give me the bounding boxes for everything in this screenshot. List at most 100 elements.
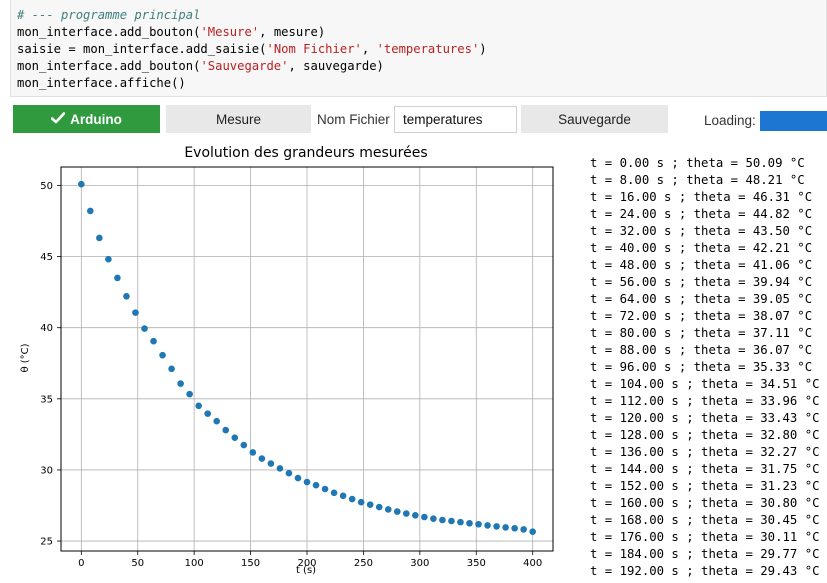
- data-point: [312, 481, 320, 489]
- log-line: t = 16.00 s ; theta = 46.31 °C: [590, 190, 813, 204]
- data-point: [375, 503, 383, 511]
- data-point: [78, 180, 85, 188]
- data-point: [168, 365, 175, 373]
- data-point: [412, 512, 419, 519]
- log-line: t = 120.00 s ; theta = 33.43 °C: [590, 411, 820, 425]
- loading-progress-fill: [760, 111, 827, 131]
- data-point: [439, 516, 446, 524]
- log-line: t = 40.00 s ; theta = 42.21 °C: [590, 241, 813, 255]
- code-token: mon_interface.add_bouton(: [17, 25, 201, 39]
- code-token: saisie = mon_interface.add_saisie(: [17, 42, 267, 56]
- code-token: # --- programme principal: [17, 8, 201, 22]
- data-point: [303, 478, 311, 486]
- code-token: 'Sauvegarde': [200, 59, 289, 73]
- code-line: mon_interface.affiche(): [17, 75, 826, 92]
- log-line: t = 8.00 s ; theta = 48.21 °C: [590, 173, 805, 187]
- code-token: , sauvegarde): [288, 59, 384, 73]
- chart: Evolution des grandeurs mesurées t (s) θ…: [10, 142, 570, 582]
- data-point: [186, 390, 193, 398]
- code-line: saisie = mon_interface.add_saisie('Nom F…: [17, 41, 826, 58]
- data-point: [114, 274, 121, 282]
- log-line: t = 136.00 s ; theta = 32.27 °C: [590, 445, 820, 459]
- data-point: [511, 524, 518, 532]
- log-line: t = 96.00 s ; theta = 35.33 °C: [590, 360, 813, 374]
- data-point: [475, 520, 482, 528]
- log-line: t = 128.00 s ; theta = 32.80 °C: [590, 428, 820, 442]
- x-tick-label: 50: [131, 558, 144, 569]
- log-line: t = 0.00 s ; theta = 50.09 °C: [590, 156, 805, 170]
- log-line: t = 144.00 s ; theta = 31.75 °C: [590, 462, 820, 476]
- y-tick-label: 25: [40, 537, 53, 548]
- data-point: [294, 474, 302, 482]
- log-line: t = 176.00 s ; theta = 30.11 °C: [590, 530, 820, 544]
- code-token: 'Nom Fichier': [266, 42, 362, 56]
- code-token: mon_interface.add_bouton(: [17, 59, 201, 73]
- data-point: [321, 485, 329, 493]
- data-point: [150, 337, 157, 345]
- save-button-label: Sauvegarde: [558, 111, 631, 127]
- data-point: [421, 513, 428, 521]
- data-point: [285, 469, 293, 477]
- loading-label: Loading:: [704, 113, 756, 128]
- mesure-button-label: Mesure: [215, 111, 261, 127]
- data-point: [96, 234, 103, 242]
- data-point: [177, 380, 184, 387]
- code-line: mon_interface.add_bouton('Sauvegarde', s…: [17, 58, 826, 75]
- arduino-button[interactable]: Arduino: [13, 105, 160, 133]
- log-line: t = 104.00 s ; theta = 34.51 °C: [590, 377, 820, 391]
- log-line: t = 168.00 s ; theta = 30.45 °C: [590, 513, 820, 527]
- code-token: 'Mesure': [200, 25, 260, 39]
- log-line: t = 48.00 s ; theta = 41.06 °C: [590, 258, 813, 272]
- y-tick-label: 30: [40, 465, 53, 476]
- log-line: t = 184.00 s ; theta = 29.77 °C: [590, 547, 820, 561]
- code-line: # --- programme principal: [17, 7, 826, 24]
- data-point: [493, 523, 500, 530]
- x-tick-label: 150: [241, 558, 260, 569]
- arduino-button-label: Arduino: [70, 111, 122, 127]
- plot-frame: [60, 166, 554, 552]
- x-tick-label: 300: [410, 558, 429, 569]
- data-point: [222, 426, 230, 434]
- data-point: [484, 522, 491, 529]
- y-axis-label: θ (°C): [20, 343, 31, 372]
- x-tick-label: 400: [523, 558, 542, 569]
- data-point: [384, 506, 392, 513]
- y-tick-label: 35: [40, 394, 53, 405]
- code-line: mon_interface.add_bouton('Mesure', mesur…: [17, 24, 826, 41]
- data-point: [240, 441, 248, 449]
- measurement-log: t = 0.00 s ; theta = 50.09 °C t = 8.00 s …: [590, 155, 827, 580]
- data-point: [195, 402, 202, 410]
- log-line: t = 160.00 s ; theta = 30.80 °C: [590, 496, 820, 510]
- data-point: [123, 292, 130, 300]
- y-tick-label: 40: [40, 323, 53, 334]
- log-line: t = 24.00 s ; theta = 44.82 °C: [590, 207, 813, 221]
- data-point: [348, 495, 356, 503]
- code-token: mon_interface.affiche(): [17, 76, 186, 90]
- data-point: [457, 518, 464, 526]
- log-line: t = 32.00 s ; theta = 43.50 °C: [590, 224, 813, 238]
- code-token: ,: [361, 42, 377, 56]
- data-point: [339, 492, 347, 500]
- loading-progress-bar: [760, 111, 827, 131]
- log-line: t = 64.00 s ; theta = 39.05 °C: [590, 292, 813, 306]
- x-tick-label: 0: [78, 558, 84, 569]
- code-cell[interactable]: # --- programme principal mon_interface.a…: [10, 0, 827, 97]
- mesure-button[interactable]: Mesure: [166, 105, 311, 133]
- log-line: t = 56.00 s ; theta = 39.94 °C: [590, 275, 813, 289]
- log-line: t = 88.00 s ; theta = 36.07 °C: [590, 343, 813, 357]
- data-point: [502, 524, 509, 531]
- data-point: [87, 207, 94, 215]
- data-point: [267, 460, 275, 467]
- log-line: t = 80.00 s ; theta = 37.11 °C: [590, 326, 813, 340]
- data-point: [105, 255, 112, 263]
- y-tick-label: 50: [40, 181, 53, 192]
- data-point: [204, 410, 211, 417]
- save-button[interactable]: Sauvegarde: [521, 105, 668, 133]
- data-point: [213, 417, 221, 425]
- data-point: [330, 489, 338, 497]
- log-line: t = 72.00 s ; theta = 38.07 °C: [590, 309, 813, 323]
- data-point: [159, 351, 166, 359]
- x-tick-label: 100: [185, 558, 204, 569]
- data-point: [276, 465, 284, 472]
- filename-input[interactable]: [394, 106, 517, 133]
